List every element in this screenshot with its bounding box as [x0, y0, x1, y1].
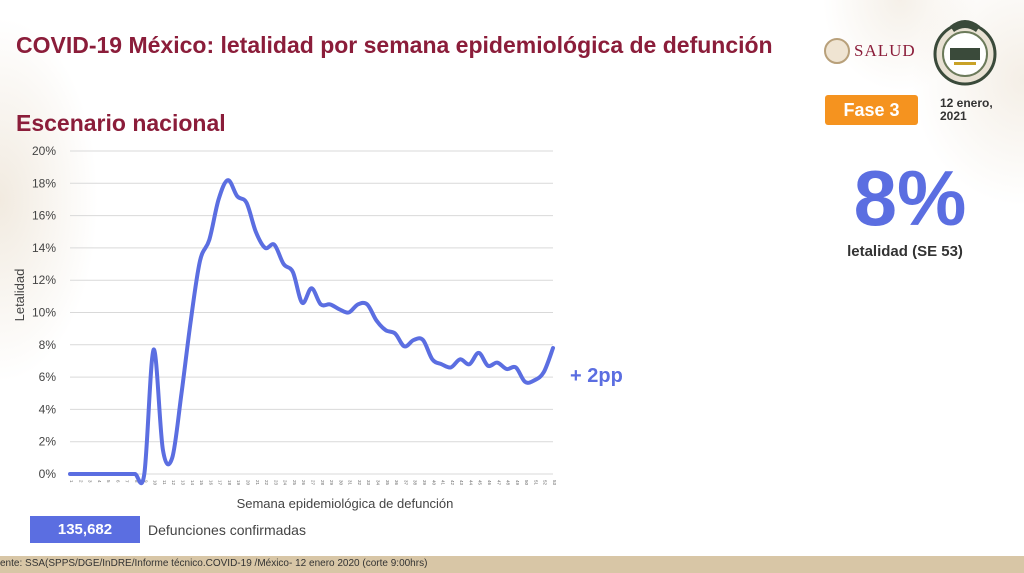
footer-bar [0, 556, 1024, 573]
x-tick-label: 53 [552, 480, 557, 486]
page-subtitle: Escenario nacional [16, 110, 226, 136]
x-tick-label: 10 [153, 480, 158, 486]
y-tick-label: 16% [32, 209, 56, 223]
x-tick-label: 22 [264, 480, 269, 486]
x-tick-label: 14 [190, 480, 195, 486]
x-tick-label: 9 [143, 480, 148, 483]
x-tick-label: 33 [366, 480, 371, 486]
page-title: COVID-19 México: letalidad por semana ep… [16, 32, 773, 58]
letalidad-line-chart: 0%2%4%6%8%10%12%14%16%18%20% 1 2 3 4 5 6 7 8 9 10… [12, 144, 623, 511]
y-tick-label: 12% [32, 273, 56, 287]
annotation-change: + 2pp [570, 365, 623, 387]
x-tick-label: 23 [273, 480, 278, 486]
x-tick-label: 43 [459, 480, 464, 486]
x-tick-label: 29 [329, 480, 334, 486]
x-tick-label: 5 [106, 480, 111, 483]
x-tick-label: 26 [301, 480, 306, 486]
mexico-2021-logo-icon [933, 20, 997, 86]
y-tick-label: 0% [39, 467, 57, 481]
x-tick-label: 19 [236, 480, 241, 486]
x-tick-label: 6 [115, 480, 120, 483]
defunciones-label: Defunciones confirmadas [148, 522, 306, 538]
x-tick-label: 13 [180, 480, 185, 486]
x-tick-label: 47 [496, 480, 501, 486]
series-points [69, 179, 554, 475]
x-tick-label: 44 [468, 480, 473, 486]
x-tick-label: 24 [283, 480, 288, 486]
x-tick-label: 3 [88, 480, 93, 483]
x-tick-label: 40 [431, 480, 436, 486]
x-tick-label: 37 [403, 480, 408, 486]
x-tick-label: 51 [533, 480, 538, 486]
x-tick-label: 42 [450, 480, 455, 486]
x-tick-label: 41 [441, 480, 446, 486]
x-tick-label: 1 [69, 480, 74, 483]
x-tick-label: 7 [125, 480, 130, 483]
x-tick-label: 45 [478, 480, 483, 486]
footer-source: ente: SSA(SPPS/DGE/InDRE/Informe técnico… [0, 558, 428, 569]
x-tick-label: 52 [543, 480, 548, 486]
chart-gridlines [70, 150, 553, 475]
x-tick-label: 21 [255, 480, 260, 486]
x-tick-label: 36 [394, 480, 399, 486]
salud-logo: SALUD [824, 36, 920, 66]
x-tick-label: 30 [338, 480, 343, 486]
x-tick-label: 25 [292, 480, 297, 486]
x-axis-ticks: 1 2 3 4 5 6 7 8 9 10 11 12 13 14 15 16 17 18 19 20 21 22 23 24 2… [69, 480, 557, 486]
y-tick-label: 20% [32, 144, 56, 158]
y-tick-label: 6% [39, 370, 57, 384]
x-tick-label: 12 [171, 480, 176, 486]
x-tick-label: 8 [134, 480, 139, 483]
letalidad-value: 8% [853, 154, 967, 242]
x-tick-label: 49 [515, 480, 520, 486]
y-tick-label: 14% [32, 241, 56, 255]
x-tick-label: 50 [524, 480, 529, 486]
x-tick-label: 27 [311, 480, 316, 486]
x-tick-label: 39 [422, 480, 427, 486]
x-axis-label: Semana epidemiológica de defunción [237, 496, 454, 511]
x-tick-label: 4 [97, 480, 102, 483]
phase-badge: Fase 3 [825, 95, 918, 125]
x-tick-label: 35 [385, 480, 390, 486]
report-date: 12 enero, 2021 [940, 96, 993, 123]
defunciones-count: 135,682 [30, 516, 140, 543]
salud-seal-icon [824, 38, 850, 64]
x-tick-label: 15 [199, 480, 204, 486]
x-tick-label: 18 [227, 480, 232, 486]
y-tick-label: 18% [32, 176, 56, 190]
x-tick-label: 17 [218, 480, 223, 486]
x-tick-label: 34 [376, 480, 381, 486]
y-tick-label: 8% [39, 338, 57, 352]
x-tick-label: 20 [245, 480, 250, 486]
x-tick-label: 11 [162, 480, 167, 485]
y-tick-label: 2% [39, 435, 57, 449]
x-tick-label: 38 [413, 480, 418, 486]
y-tick-label: 4% [39, 402, 57, 416]
y-tick-label: 10% [32, 306, 56, 320]
series-line-letalidad [68, 178, 555, 486]
x-tick-label: 46 [487, 480, 492, 486]
y-axis-ticks: 0% 2% 4% 6% 8% 10% 12% 14% 16% 18% 20% [32, 144, 56, 481]
x-tick-label: 16 [208, 480, 213, 486]
x-tick-label: 2 [78, 480, 83, 483]
letalidad-label: letalidad (SE 53) [847, 243, 963, 260]
x-tick-label: 48 [506, 480, 511, 486]
x-tick-label: 28 [320, 480, 325, 486]
y-axis-label: Letalidad [12, 269, 27, 322]
x-tick-label: 32 [357, 480, 362, 486]
x-tick-label: 31 [348, 480, 353, 486]
